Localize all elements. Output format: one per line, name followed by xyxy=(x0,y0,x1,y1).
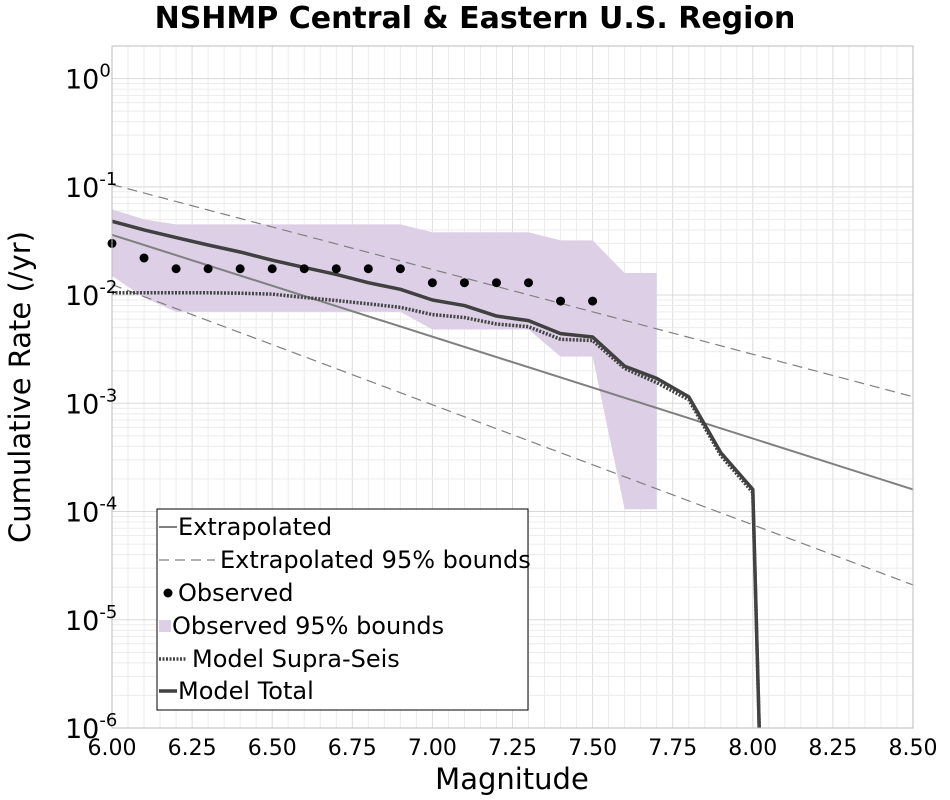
plot-frame xyxy=(111,45,914,729)
legend-label-model-supra-seis: Model Supra-Seis xyxy=(192,645,400,673)
observed-point xyxy=(235,264,245,274)
x-tick-label: 6.00 xyxy=(88,736,137,761)
x-tick-label: 7.50 xyxy=(568,736,617,761)
x-tick-label: 6.25 xyxy=(168,736,217,761)
model-supra-seis-line xyxy=(112,291,761,729)
y-tick-label: 10-5 xyxy=(65,602,117,637)
legend-swatch-observed xyxy=(163,588,173,598)
x-axis-label: Magnitude xyxy=(435,762,589,796)
observed-point xyxy=(556,296,566,306)
observed-point xyxy=(267,264,277,274)
observed-point xyxy=(299,264,309,274)
extrapolated-bound-line-lower xyxy=(111,284,914,586)
y-tick-label: 10-2 xyxy=(65,277,117,312)
chart-title: NSHMP Central & Eastern U.S. Region xyxy=(155,1,796,36)
legend-label-model-total: Model Total xyxy=(178,677,314,705)
legend-swatch-observed-95-bounds xyxy=(159,620,171,632)
x-axis-ticks: 6.00 6.25 6.50 6.75 7.00 7.25 7.50 7.75 8.00 8.25… xyxy=(88,736,938,761)
x-tick-label: 6.50 xyxy=(248,736,297,761)
x-tick-label: 7.75 xyxy=(648,736,697,761)
legend-label-extrapolated: Extrapolated xyxy=(178,513,332,541)
x-tick-label: 8.25 xyxy=(808,736,857,761)
observed-point xyxy=(331,264,341,274)
series-lines-layer xyxy=(111,183,914,729)
x-tick-label: 8.50 xyxy=(889,736,938,761)
y-tick-label: 100 xyxy=(65,61,111,96)
legend-label-observed-95-bounds: Observed 95% bounds xyxy=(172,612,444,640)
observed-point xyxy=(363,264,373,274)
y-tick-label: 10-1 xyxy=(65,169,117,204)
observed-point xyxy=(491,278,501,288)
x-tick-label: 8.00 xyxy=(728,736,777,761)
model-total-line xyxy=(111,219,761,729)
x-tick-label: 7.00 xyxy=(408,736,457,761)
legend-box xyxy=(156,508,529,711)
y-axis-label: Cumulative Rate (/yr) xyxy=(3,231,37,543)
legend-label-observed: Observed xyxy=(178,579,293,607)
extrapolated-bound-line-upper xyxy=(111,183,914,398)
observed-point xyxy=(395,264,405,274)
observed-point xyxy=(459,278,469,288)
observed-point xyxy=(139,253,149,263)
x-tick-label: 7.25 xyxy=(488,736,537,761)
y-tick-label: 10-3 xyxy=(65,385,117,420)
observed-point xyxy=(171,264,181,274)
observed-point xyxy=(427,278,437,288)
y-tick-label: 10-4 xyxy=(65,494,117,529)
legend: Extrapolated Extrapolated 95% bounds Obser… xyxy=(156,508,531,711)
observed-point xyxy=(588,296,598,306)
observed-95-bounds-band xyxy=(112,209,657,510)
observed-points-layer xyxy=(107,238,598,306)
observed-bounds-layer xyxy=(112,209,657,510)
observed-point xyxy=(203,264,213,274)
extrapolated-line xyxy=(111,233,914,491)
x-tick-label: 6.75 xyxy=(328,736,377,761)
observed-point xyxy=(524,278,534,288)
legend-label-extrapolated-95-bounds: Extrapolated 95% bounds xyxy=(220,546,531,574)
